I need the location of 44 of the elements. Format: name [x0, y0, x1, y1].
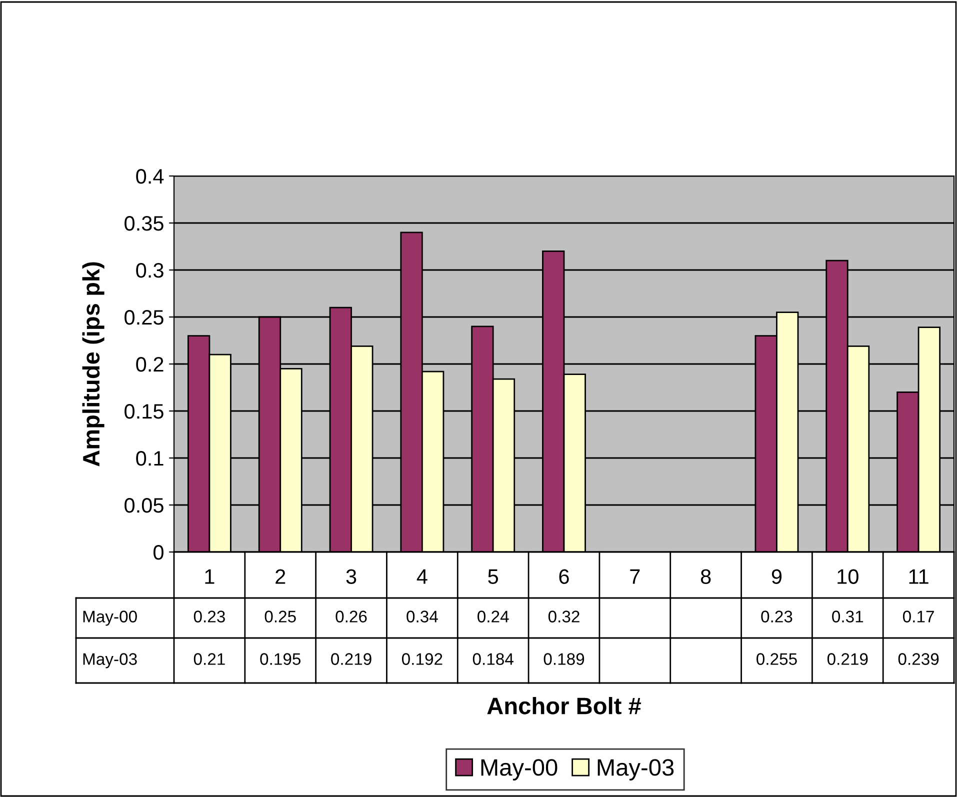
x-axis-title: Anchor Bolt #: [487, 696, 642, 714]
x-tick-label: 2: [276, 569, 286, 584]
y-tick-label: 0.4: [136, 169, 164, 184]
x-tick-label: 1: [205, 569, 214, 584]
y-tick-label: 0.3: [136, 263, 164, 278]
x-tick-label: 7: [630, 569, 640, 584]
data-label: 0.255: [756, 653, 797, 665]
y-tick-label: 0.2: [136, 357, 164, 372]
data-label: 0.25: [264, 610, 296, 622]
text: May-03: [83, 653, 137, 668]
y-tick-label: 0.1: [136, 451, 164, 466]
y-tick-label: 0.05: [124, 498, 164, 513]
data-label: 0.32: [548, 610, 580, 622]
data-label: 0.192: [402, 653, 442, 665]
y-tick-label: 0.15: [124, 404, 164, 419]
y-tick-label: 0.25: [124, 310, 164, 325]
data-label: 0.31: [832, 610, 864, 622]
data-label: 0.23: [761, 610, 792, 622]
legend-label: May-00: [481, 759, 558, 780]
y-tick-label: 0.35: [124, 216, 164, 231]
data-label: 0.189: [544, 653, 584, 665]
legend-label: May-03: [598, 759, 674, 780]
data-label: 0.184: [472, 653, 514, 665]
x-tick-label: 9: [772, 569, 782, 584]
data-label: 0.21: [194, 653, 225, 665]
x-tick-label: 8: [700, 569, 711, 584]
data-label: 0.195: [260, 653, 301, 665]
text: May-00: [83, 610, 137, 626]
data-label: 0.26: [336, 610, 367, 622]
x-tick-label: 10: [838, 569, 858, 584]
data-label: 0.219: [331, 653, 372, 665]
data-label: 0.24: [478, 610, 509, 622]
x-tick-label: 5: [488, 569, 498, 584]
x-tick-label: 6: [559, 569, 569, 584]
data-label: 0.219: [827, 653, 868, 665]
data-label: 0.17: [902, 610, 934, 622]
data-label: 0.34: [406, 610, 438, 622]
x-tick-label: 11: [909, 569, 928, 584]
x-tick-label: 3: [346, 569, 356, 584]
data-label: 0.239: [898, 653, 939, 665]
y-axis-title: Amplitude (ips pk): [82, 262, 104, 466]
y-tick-label: 0: [154, 545, 164, 560]
x-tick-label: 4: [416, 569, 428, 584]
data-label: 0.23: [194, 610, 225, 622]
